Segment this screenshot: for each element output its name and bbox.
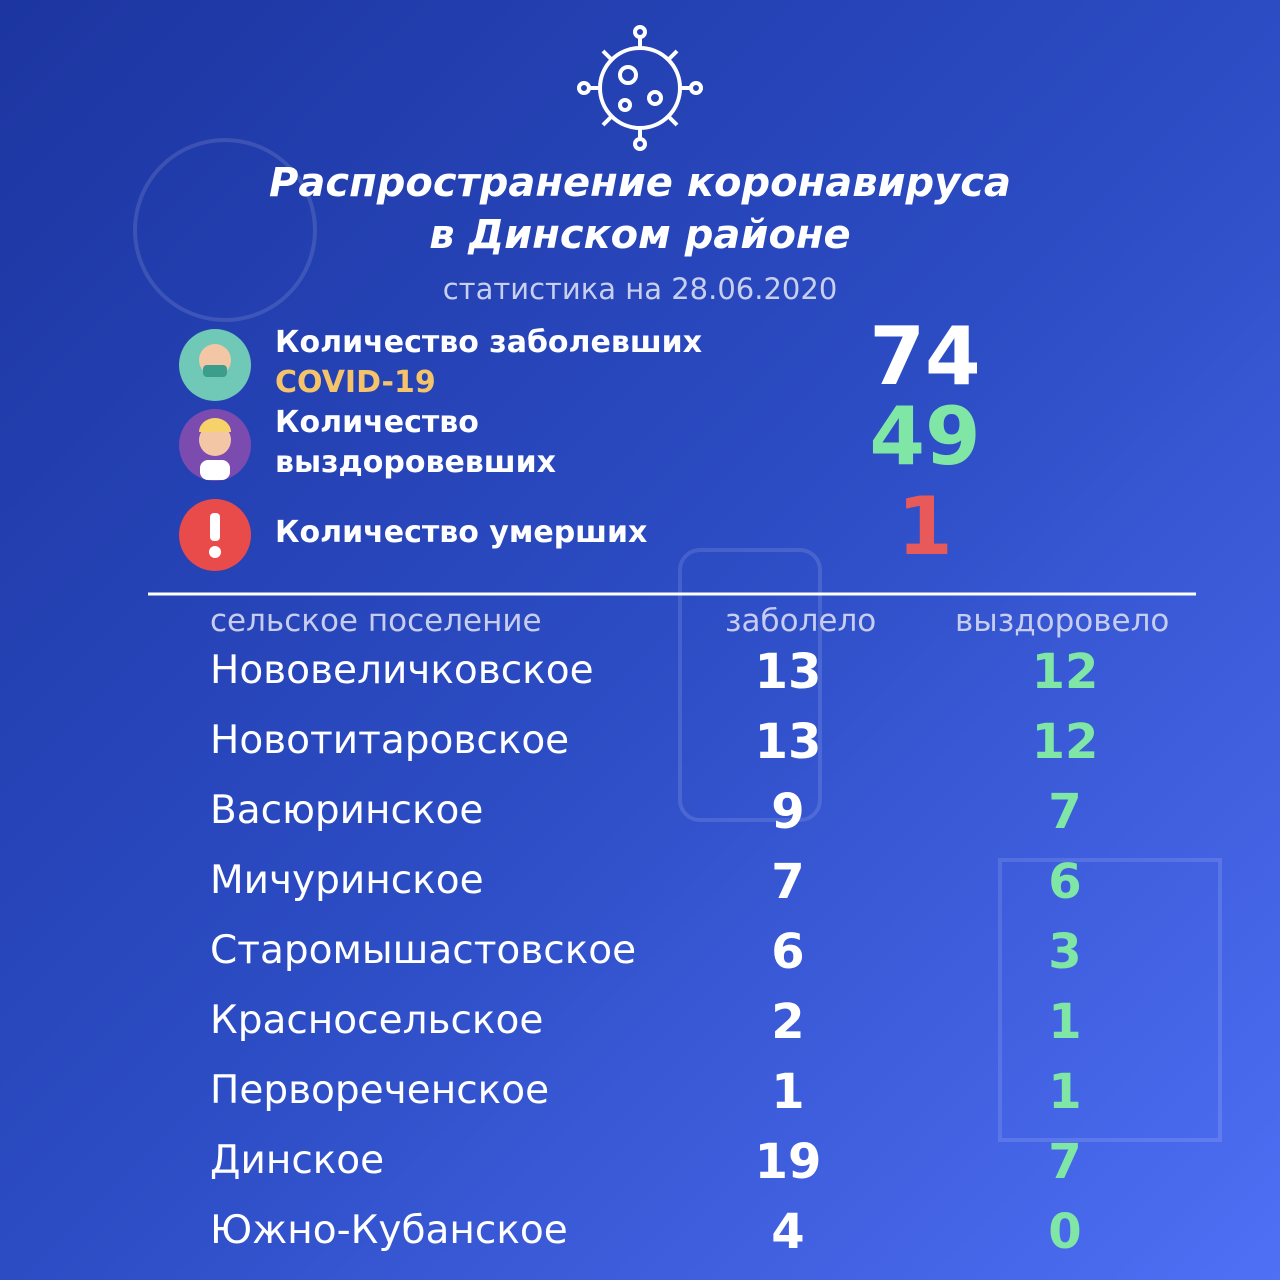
recovered-count: 0 xyxy=(1048,1204,1082,1260)
sick-count: 1 xyxy=(771,1064,805,1120)
summary-value: 74 xyxy=(869,310,981,403)
row-name: Новотитаровское xyxy=(210,718,570,763)
column-header: выздоровело xyxy=(955,603,1170,639)
row-name: Динское xyxy=(210,1138,385,1183)
row-name: Красносельское xyxy=(210,998,544,1043)
recovered-count: 12 xyxy=(1031,644,1099,700)
sick-count: 4 xyxy=(771,1204,805,1260)
summary-label: Количество заболевших xyxy=(275,325,703,360)
column-header: сельское поселение xyxy=(210,603,542,639)
sick-count: 6 xyxy=(771,924,805,980)
summary-label: Количество xyxy=(275,405,479,440)
recovered-count: 7 xyxy=(1048,1134,1082,1190)
row-name: Первореченское xyxy=(210,1068,550,1113)
summary-value: 49 xyxy=(869,390,981,483)
sick-count: 13 xyxy=(754,714,822,770)
sick-count: 13 xyxy=(754,644,822,700)
column-header: заболело xyxy=(725,603,877,639)
row-name: Нововеличковское xyxy=(210,648,594,693)
summary-label: выздоровевших xyxy=(275,445,557,480)
summary-label: COVID-19 xyxy=(275,365,436,400)
recovered-count: 7 xyxy=(1048,784,1082,840)
row-name: Васюринское xyxy=(210,788,484,833)
row-name: Мичуринское xyxy=(210,858,484,903)
title: Распространение коронавируса xyxy=(269,160,1011,206)
sick-count: 7 xyxy=(771,854,805,910)
recovered-count: 1 xyxy=(1048,1064,1082,1120)
recovered-count: 12 xyxy=(1031,714,1099,770)
row-name: Южно-Кубанское xyxy=(210,1208,568,1253)
recovered-count: 1 xyxy=(1048,994,1082,1050)
summary-value: 1 xyxy=(897,480,953,573)
subtitle: статистика на 28.06.2020 xyxy=(442,272,838,306)
virus-icon xyxy=(577,25,703,151)
summary-label: Количество умерших xyxy=(275,515,648,550)
sick-count: 19 xyxy=(754,1134,822,1190)
recovered-count: 6 xyxy=(1048,854,1082,910)
sick-count: 9 xyxy=(771,784,805,840)
recovered-count: 3 xyxy=(1048,924,1082,980)
sick-count: 2 xyxy=(771,994,805,1050)
row-name: Старомышастовское xyxy=(210,928,637,973)
title: в Динском районе xyxy=(429,212,851,258)
